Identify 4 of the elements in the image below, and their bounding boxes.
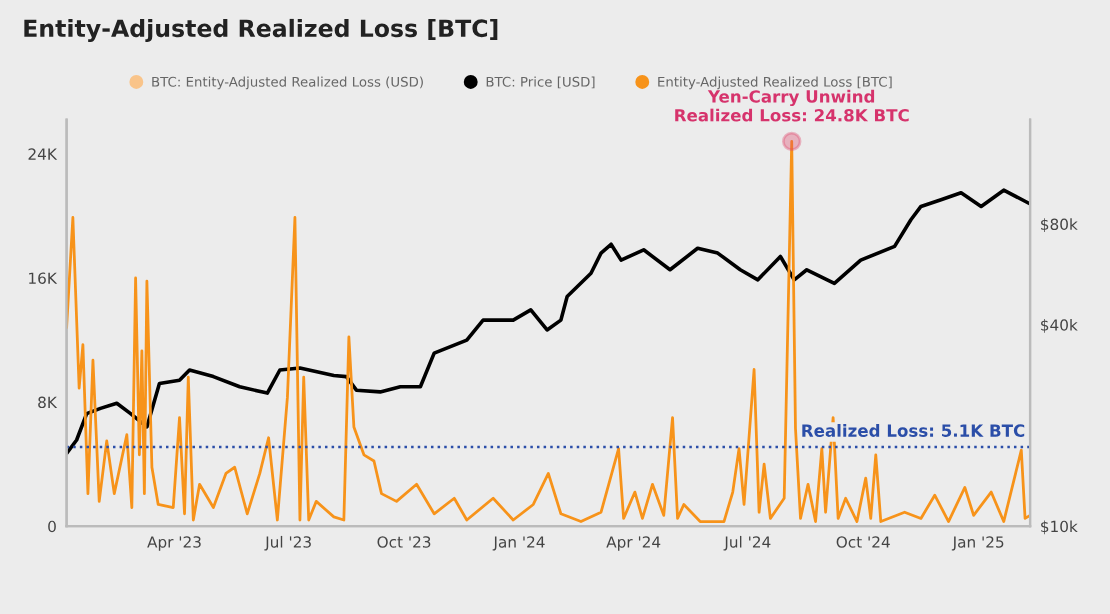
line-series	[66, 188, 1031, 456]
ref-line-label: Realized Loss: 5.1K BTC	[802, 424, 1025, 437]
chart-title: Entity-Adjusted Realized Loss [BTC]	[24, 18, 498, 42]
annotation: Yen-Carry Unwind Realized Loss: 24.8K BTC	[675, 89, 909, 122]
